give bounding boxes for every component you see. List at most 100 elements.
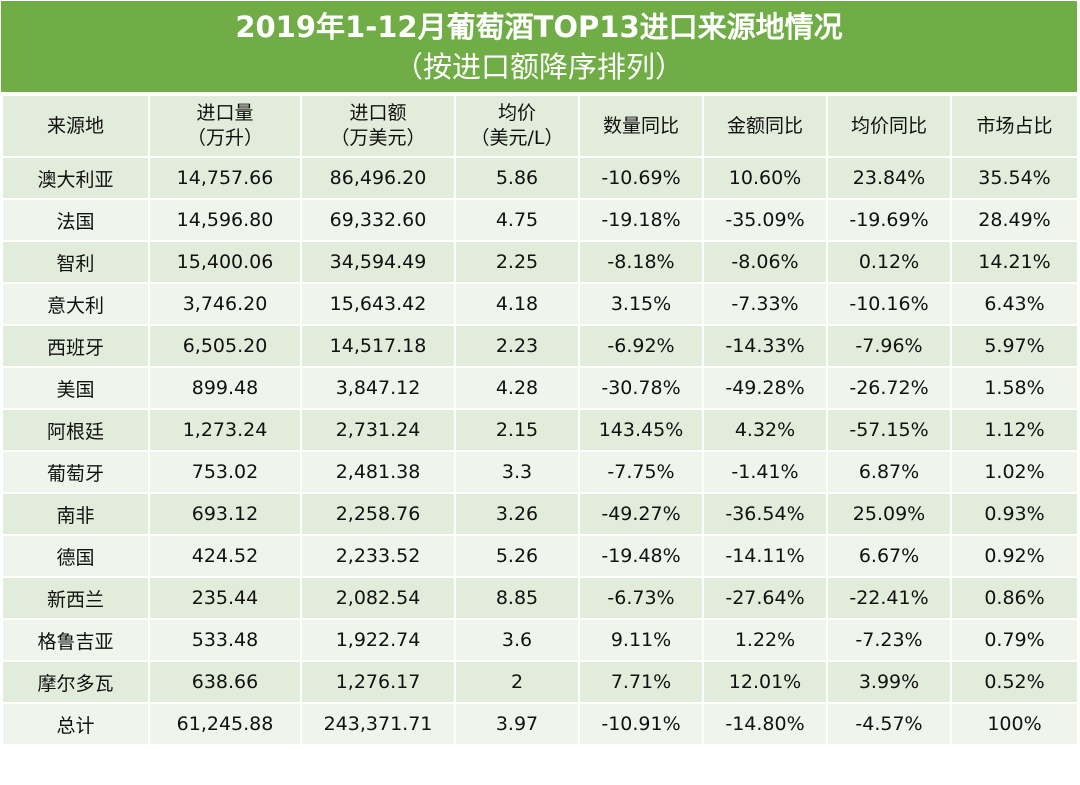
value-cell: 2.15 <box>454 408 580 452</box>
value-cell: 14,596.80 <box>148 198 302 242</box>
value-cell: 2 <box>454 660 580 704</box>
value-cell: -7.75% <box>578 450 704 494</box>
value-cell: -10.69% <box>578 156 704 200</box>
value-cell: 5.97% <box>950 324 1079 368</box>
value-cell: -1.41% <box>702 450 828 494</box>
column-header-label: 进口量 <box>196 102 254 124</box>
origin-cell: 西班牙 <box>1 324 150 368</box>
column-header-6: 均价同比 <box>826 94 952 158</box>
value-cell: -7.96% <box>826 324 952 368</box>
value-cell: 4.32% <box>702 408 828 452</box>
value-cell: 2.23 <box>454 324 580 368</box>
origin-cell: 摩尔多瓦 <box>1 660 150 704</box>
value-cell: 899.48 <box>148 366 302 410</box>
table-row: 澳大利亚 14,757.66 86,496.20 5.86 -10.69% 10.60% 2… <box>1 156 1079 200</box>
value-cell: 8.85 <box>454 576 580 620</box>
value-cell: 3.15% <box>578 282 704 326</box>
value-cell: -49.27% <box>578 492 704 536</box>
value-cell: 2,258.76 <box>300 492 456 536</box>
value-cell: 9.11% <box>578 618 704 662</box>
import-data-table: 来源地 进口量 （万升） 进口额 （万美元） 均价 （美元/L） 数量同比 金额同比 均价同比 市场… <box>1 94 1079 746</box>
value-cell: 1,276.17 <box>300 660 456 704</box>
column-header-unit: （万升） <box>186 127 263 149</box>
value-cell: 2,233.52 <box>300 534 456 578</box>
column-header-unit: （美元/L） <box>470 127 564 149</box>
value-cell: 143.45% <box>578 408 704 452</box>
value-cell: 14.21% <box>950 240 1079 284</box>
value-cell: 1.22% <box>702 618 828 662</box>
value-cell: 3.6 <box>454 618 580 662</box>
column-header-label: 均价 <box>497 102 536 124</box>
origin-cell: 总计 <box>1 702 150 746</box>
value-cell: -14.33% <box>702 324 828 368</box>
value-cell: -14.11% <box>702 534 828 578</box>
value-cell: 693.12 <box>148 492 302 536</box>
column-header-label: 数量同比 <box>602 114 679 137</box>
table-body: 澳大利亚 14,757.66 86,496.20 5.86 -10.69% 10.60% 2… <box>1 156 1079 746</box>
origin-cell: 新西兰 <box>1 576 150 620</box>
origin-cell: 阿根廷 <box>1 408 150 452</box>
value-cell: 2,731.24 <box>300 408 456 452</box>
column-header-0: 来源地 <box>1 94 150 158</box>
value-cell: 533.48 <box>148 618 302 662</box>
origin-cell: 德国 <box>1 534 150 578</box>
value-cell: 28.49% <box>950 198 1079 242</box>
origin-cell: 法国 <box>1 198 150 242</box>
value-cell: -22.41% <box>826 576 952 620</box>
value-cell: -36.54% <box>702 492 828 536</box>
value-cell: 2,082.54 <box>300 576 456 620</box>
table-row: 摩尔多瓦 638.66 1,276.17 2 7.71% 12.01% 3.99% 0.52% <box>1 660 1079 704</box>
value-cell: 424.52 <box>148 534 302 578</box>
value-cell: 34,594.49 <box>300 240 456 284</box>
value-cell: 3,746.20 <box>148 282 302 326</box>
table-row: 法国 14,596.80 69,332.60 4.75 -19.18% -35.09% -1… <box>1 198 1079 242</box>
value-cell: -10.16% <box>826 282 952 326</box>
value-cell: 7.71% <box>578 660 704 704</box>
table-row: 德国 424.52 2,233.52 5.26 -19.48% -14.11% 6.67% 0… <box>1 534 1079 578</box>
value-cell: 0.79% <box>950 618 1079 662</box>
value-cell: 14,517.18 <box>300 324 456 368</box>
value-cell: 100% <box>950 702 1079 746</box>
value-cell: 6.67% <box>826 534 952 578</box>
origin-cell: 美国 <box>1 366 150 410</box>
total-row: 总计 61,245.88 243,371.71 3.97 -10.91% -14.80% -… <box>1 702 1079 746</box>
value-cell: 35.54% <box>950 156 1079 200</box>
column-header-unit: （万美元） <box>330 127 426 149</box>
origin-cell: 南非 <box>1 492 150 536</box>
value-cell: -14.80% <box>702 702 828 746</box>
origin-cell: 澳大利亚 <box>1 156 150 200</box>
value-cell: -7.33% <box>702 282 828 326</box>
value-cell: -10.91% <box>578 702 704 746</box>
value-cell: 86,496.20 <box>300 156 456 200</box>
value-cell: 235.44 <box>148 576 302 620</box>
value-cell: -19.69% <box>826 198 952 242</box>
column-header-7: 市场占比 <box>950 94 1079 158</box>
value-cell: 638.66 <box>148 660 302 704</box>
value-cell: 3.3 <box>454 450 580 494</box>
value-cell: 3,847.12 <box>300 366 456 410</box>
origin-cell: 葡萄牙 <box>1 450 150 494</box>
value-cell: -19.48% <box>578 534 704 578</box>
value-cell: 0.86% <box>950 576 1079 620</box>
column-header-label: 来源地 <box>46 114 104 137</box>
value-cell: 1,922.74 <box>300 618 456 662</box>
value-cell: 61,245.88 <box>148 702 302 746</box>
value-cell: 69,332.60 <box>300 198 456 242</box>
column-header-label: 金额同比 <box>726 114 803 137</box>
value-cell: 1.12% <box>950 408 1079 452</box>
value-cell: 3.97 <box>454 702 580 746</box>
value-cell: 10.60% <box>702 156 828 200</box>
origin-cell: 格鲁吉亚 <box>1 618 150 662</box>
value-cell: 0.92% <box>950 534 1079 578</box>
value-cell: 1.58% <box>950 366 1079 410</box>
value-cell: 15,643.42 <box>300 282 456 326</box>
value-cell: 4.18 <box>454 282 580 326</box>
origin-cell: 智利 <box>1 240 150 284</box>
column-header-label: 均价同比 <box>850 114 927 137</box>
value-cell: 4.28 <box>454 366 580 410</box>
table-row: 西班牙 6,505.20 14,517.18 2.23 -6.92% -14.33% -7.… <box>1 324 1079 368</box>
origin-cell: 意大利 <box>1 282 150 326</box>
value-cell: 3.99% <box>826 660 952 704</box>
value-cell: -8.06% <box>702 240 828 284</box>
column-header-5: 金额同比 <box>702 94 828 158</box>
